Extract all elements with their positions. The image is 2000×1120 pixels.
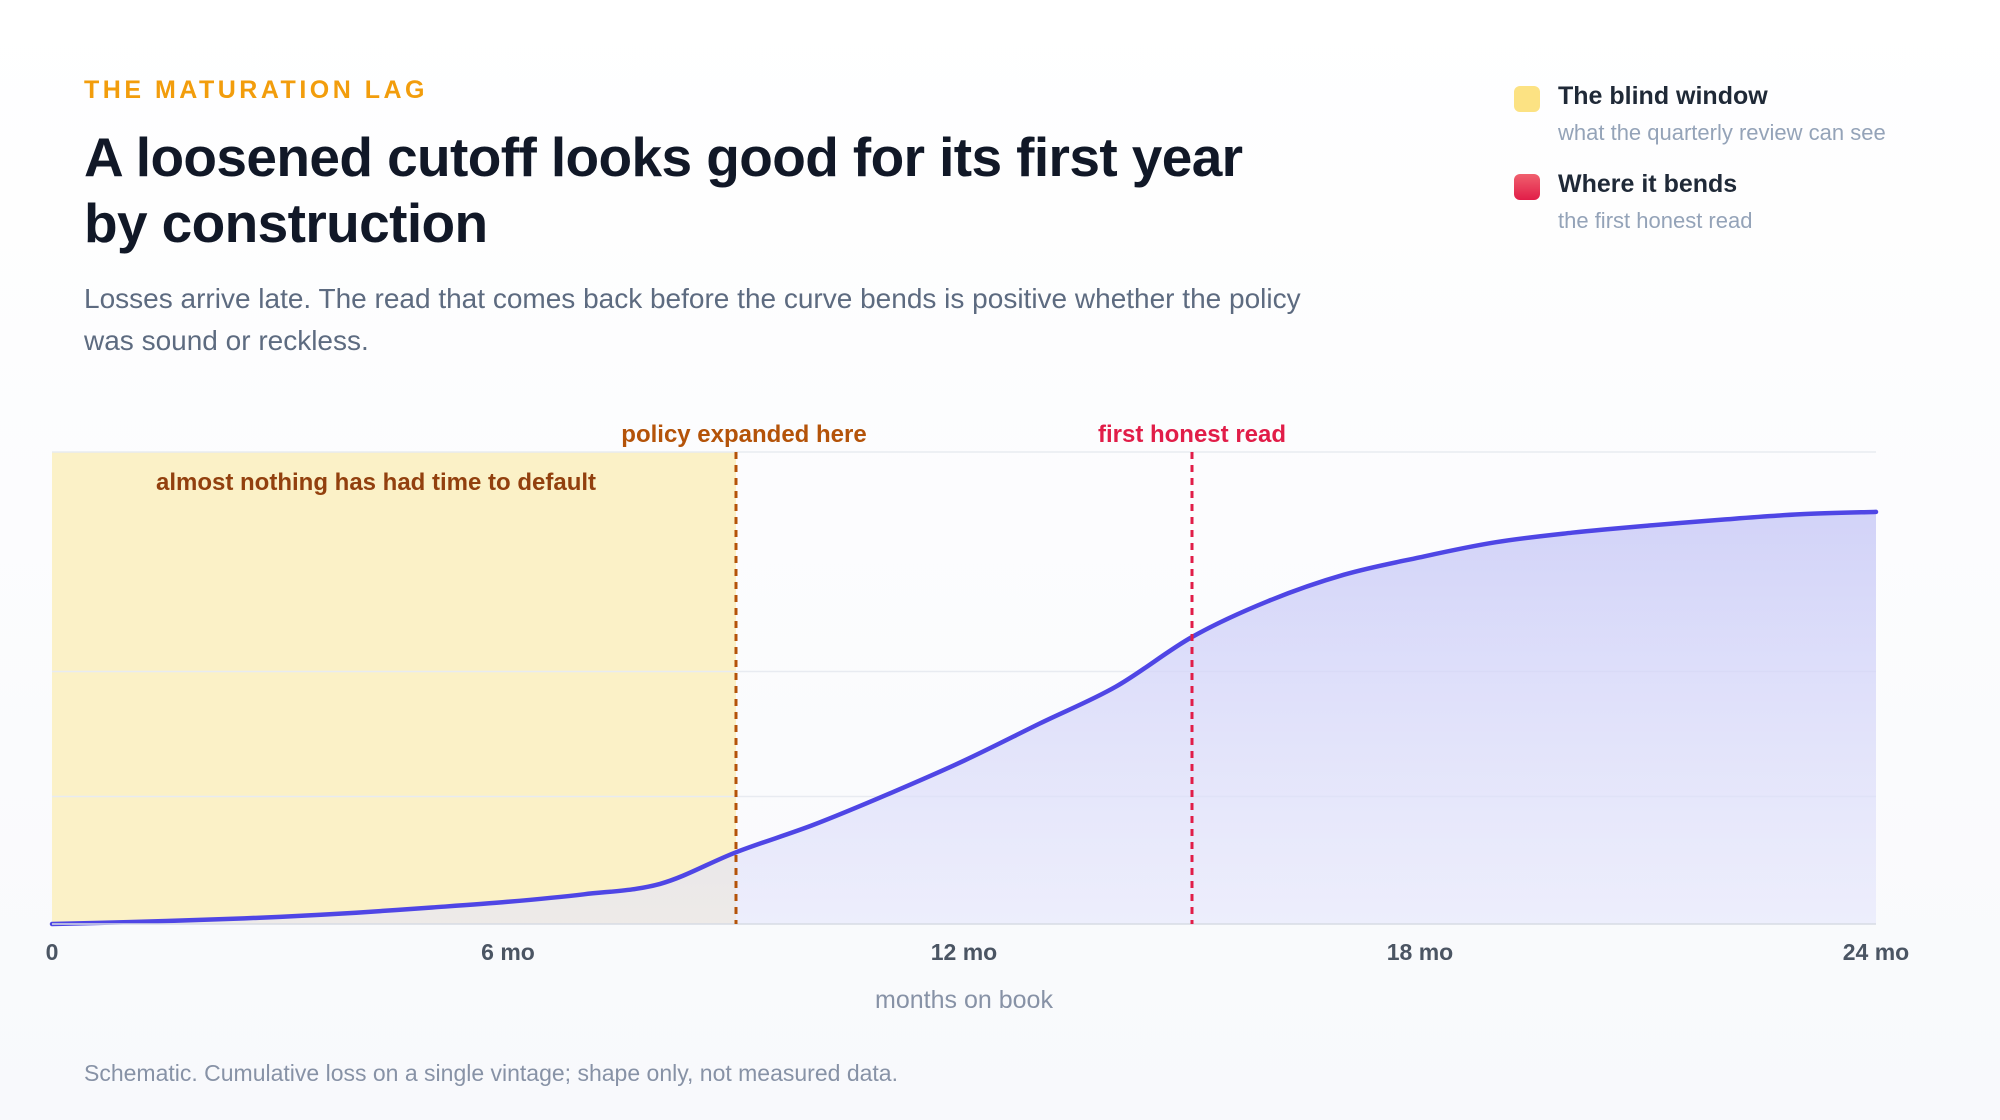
x-tick-label: 6 mo <box>481 939 535 965</box>
legend-swatch-where-it-bends <box>1514 174 1540 200</box>
legend-item-where-it-bends: Where it bends the first honest read <box>1514 170 1954 258</box>
footnote: Schematic. Cumulative loss on a single v… <box>84 1060 898 1086</box>
eyebrow: THE MATURATION LAG <box>84 76 428 104</box>
blind-window-label: almost nothing has had time to default <box>156 469 596 496</box>
x-axis-label: months on book <box>875 986 1053 1014</box>
chart: policy expanded here first honest read alm… <box>46 421 1910 1014</box>
annotation-label: policy expanded here <box>621 421 866 448</box>
legend-label: Where it bends <box>1558 170 1738 198</box>
x-tick-label: 18 mo <box>1387 939 1453 965</box>
legend-item-blind-window: The blind window what the quarterly revi… <box>1514 82 1954 170</box>
x-tick-label: 24 mo <box>1843 939 1909 965</box>
series-line <box>49 509 1879 927</box>
subtitle: Losses arrive late. The read that comes … <box>84 283 1301 356</box>
legend-label: The blind window <box>1558 82 1768 110</box>
legend-sublabel: what the quarterly review can see <box>1558 120 1886 145</box>
x-tick-label: 0 <box>46 939 59 965</box>
legend-swatch-blind-window <box>1514 86 1540 112</box>
page-title: A loosened cutoff looks good for its fir… <box>84 126 1243 254</box>
x-tick-label: 12 mo <box>931 939 997 965</box>
annotation-label: first honest read <box>1098 421 1286 448</box>
series-area <box>52 511 1876 924</box>
legend: The blind window what the quarterly revi… <box>1514 82 1954 258</box>
legend-sublabel: the first honest read <box>1558 208 1753 233</box>
blind-window-band <box>52 452 736 924</box>
